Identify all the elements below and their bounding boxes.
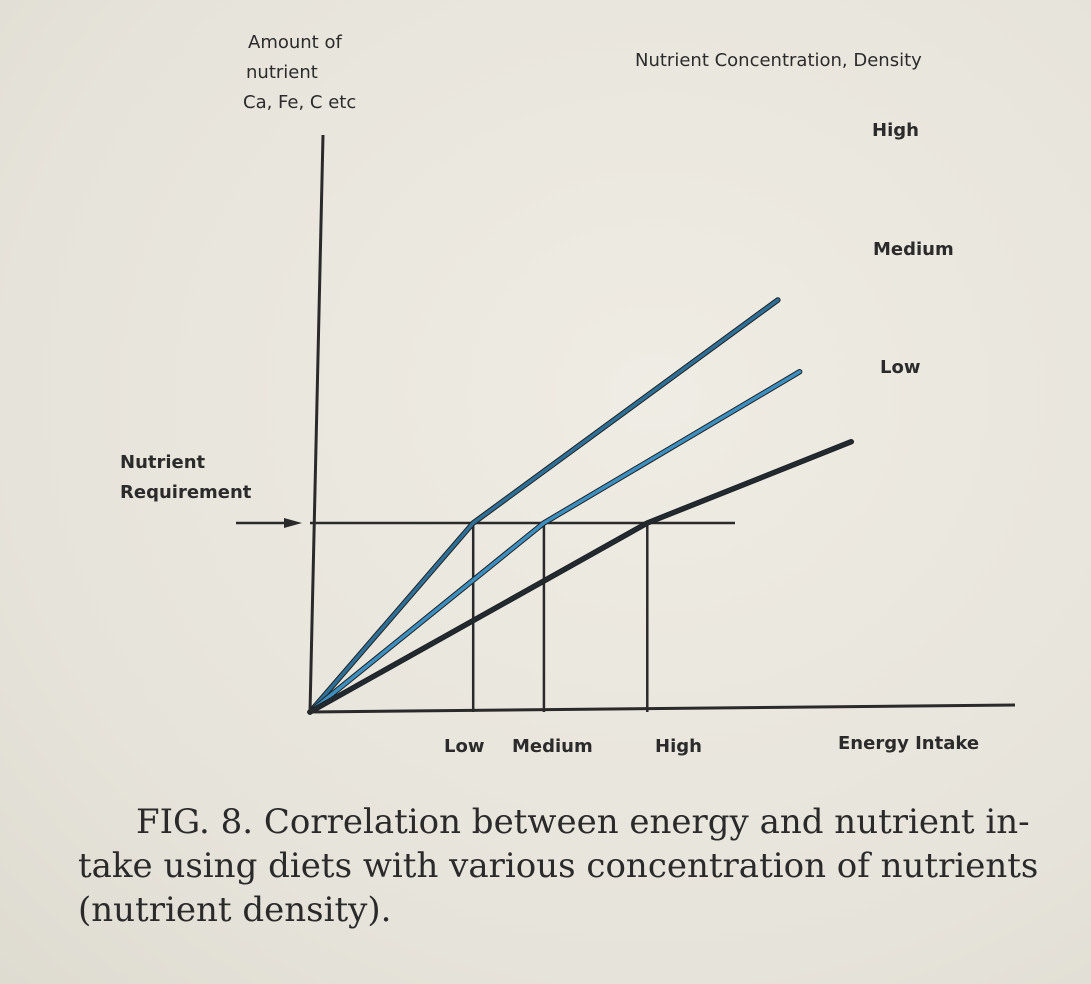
legend-title: Nutrient Concentration, Density [635,50,922,71]
y-axis-title-line-2: nutrient [246,62,318,83]
series-line-medium-outline [307,369,803,715]
caption-line-2: take using diets with various concentrat… [78,846,1039,886]
chart-labels: Amount of nutrient Ca, Fe, C etc Nutrient C… [120,32,979,757]
y-axis-line [308,134,325,713]
series-line-medium [308,370,802,714]
series-line-high [308,298,780,714]
requirement-label-line-2: Requirement [120,482,252,503]
caption-line-3: (nutrient density). [78,890,392,930]
caption-line-1: FIG. 8. Correlation between energy and n… [136,802,1030,842]
series-label-high: High [872,120,919,141]
y-axis-title-line-1: Amount of [248,32,342,53]
x-tick-label-medium: Medium [512,736,593,757]
series-label-low: Low [880,357,920,378]
axes [308,134,1016,714]
series-line-low-outline [307,438,855,715]
series-line-low [308,439,854,714]
guide-lines [236,518,735,712]
x-axis-line [309,703,1016,714]
chart: Amount of nutrient Ca, Fe, C etc Nutrient C… [120,32,1016,757]
figure-caption: FIG. 8. Correlation between energy and n… [78,800,1078,932]
x-tick-label-high: High [655,736,702,757]
series-label-medium: Medium [873,239,954,260]
x-tick-label-low: Low [444,736,484,757]
series-lines [307,297,855,715]
requirement-label-line-1: Nutrient [120,452,206,473]
requirement-arrow-head [284,518,302,528]
x-axis-label: Energy Intake [838,733,979,754]
y-axis-title-line-3: Ca, Fe, C etc [243,92,356,113]
